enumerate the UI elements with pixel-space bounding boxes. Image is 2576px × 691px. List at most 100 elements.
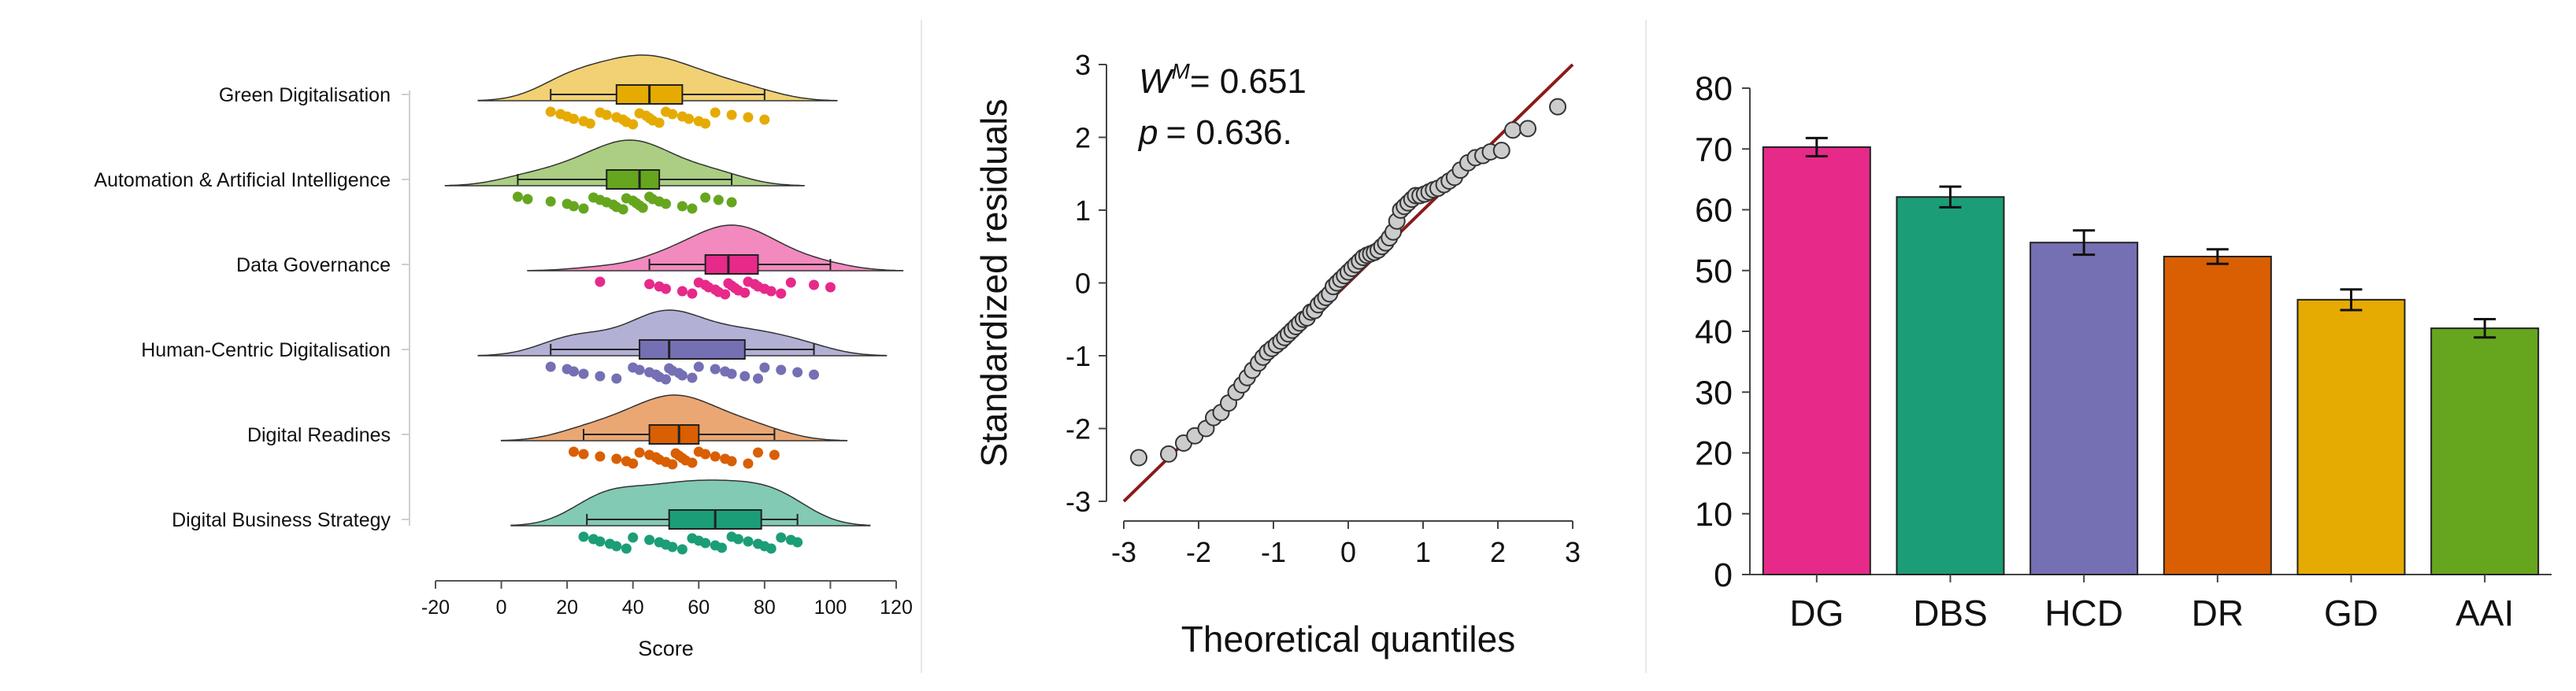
raincloud-point-green-digitalisation xyxy=(545,106,556,117)
raincloud-point-digital-readines xyxy=(595,451,606,462)
raincloud-point-digital-business-strategy xyxy=(743,536,754,547)
raincloud-x-tick-label: 100 xyxy=(814,597,847,619)
raincloud-point-digital-readines xyxy=(687,457,698,468)
qq-annotation-w-value: = 0.651 xyxy=(1190,62,1307,101)
bar-dbs xyxy=(1896,196,2005,575)
raincloud-point-digital-readines xyxy=(710,451,721,462)
raincloud-point-digital-business-strategy xyxy=(621,543,632,554)
qq-y-tick-label: 0 xyxy=(1075,268,1091,300)
raincloud-point-human-centric-digitalisation xyxy=(739,371,751,382)
raincloud-point-human-centric-digitalisation xyxy=(611,373,622,384)
raincloud-point-data-governance xyxy=(676,286,688,297)
raincloud-density-digital-business-strategy xyxy=(510,479,871,527)
raincloud-x-tick-label: 40 xyxy=(622,597,644,619)
raincloud-point-digital-business-strategy xyxy=(628,532,639,543)
raincloud-point-data-governance xyxy=(644,279,655,290)
raincloud-point-data-governance xyxy=(765,286,777,297)
raincloud-point-digital-readines xyxy=(611,453,622,464)
raincloud-point-digital-readines xyxy=(769,449,780,460)
raincloud-point-digital-readines xyxy=(578,449,589,460)
raincloud-point-automation-artificial-intelligence xyxy=(545,196,556,207)
raincloud-point-green-digitalisation xyxy=(700,118,711,129)
raincloud-point-green-digitalisation xyxy=(726,109,737,120)
raincloud-point-human-centric-digitalisation xyxy=(753,373,763,384)
raincloud-point-data-governance xyxy=(687,288,698,299)
raincloud-point-digital-readines xyxy=(743,458,754,469)
raincloud-point-green-digitalisation xyxy=(628,119,639,130)
raincloud-box-digital-readines xyxy=(648,424,700,445)
qq-x-tick-label: 3 xyxy=(1565,536,1581,568)
qq-x-tick-label: -1 xyxy=(1261,536,1286,568)
qq-point xyxy=(1519,120,1536,138)
raincloud-point-automation-artificial-intelligence xyxy=(637,202,648,213)
raincloud-box-automation-artificial-intelligence xyxy=(606,169,661,190)
bar-hcd xyxy=(2029,242,2139,575)
raincloud-point-human-centric-digitalisation xyxy=(634,364,645,375)
raincloud-x-tick-label: 120 xyxy=(880,597,913,619)
raincloud-point-automation-artificial-intelligence xyxy=(578,203,589,214)
bar-y-tick-label: 50 xyxy=(1695,253,1733,290)
raincloud-point-data-governance xyxy=(776,288,787,299)
qq-point xyxy=(1160,445,1177,463)
raincloud-point-digital-readines xyxy=(753,447,763,458)
raincloud-point-digital-business-strategy xyxy=(595,536,606,547)
raincloud-point-human-centric-digitalisation xyxy=(569,366,579,377)
raincloud-point-digital-business-strategy xyxy=(765,543,777,554)
raincloud-point-automation-artificial-intelligence xyxy=(617,204,628,215)
raincloud-point-digital-readines xyxy=(667,459,678,470)
qq-x-tick-label: 1 xyxy=(1415,536,1431,568)
raincloud-point-human-centric-digitalisation xyxy=(545,361,556,372)
raincloud-x-tick-label: 20 xyxy=(556,597,578,619)
raincloud-box-human-centric-digitalisation xyxy=(639,339,746,360)
raincloud-point-human-centric-digitalisation xyxy=(693,361,704,372)
raincloud-point-human-centric-digitalisation xyxy=(759,362,770,373)
qq-annotation-w: WM= 0.651 xyxy=(1139,59,1307,101)
raincloud-point-human-centric-digitalisation xyxy=(687,372,698,383)
raincloud-point-digital-business-strategy xyxy=(676,544,688,555)
raincloud-category-label: Digital Business Strategy xyxy=(172,509,391,531)
raincloud-point-digital-business-strategy xyxy=(667,541,678,552)
raincloud-point-digital-business-strategy xyxy=(611,541,622,552)
qq-y-tick-label: 3 xyxy=(1075,49,1091,81)
qq-y-tick-label: -3 xyxy=(1066,486,1091,518)
bar-aai xyxy=(2430,327,2540,575)
raincloud-point-human-centric-digitalisation xyxy=(809,369,820,380)
bar-category-label: DR xyxy=(2192,593,2244,634)
raincloud-category-label: Automation & Artificial Intelligence xyxy=(94,169,391,191)
bar-category-label: HCD xyxy=(2044,593,2123,634)
raincloud-point-digital-business-strategy xyxy=(578,531,589,542)
raincloud-point-digital-readines xyxy=(700,449,711,460)
raincloud-box-data-governance xyxy=(704,254,759,275)
raincloud-density-digital-readines xyxy=(500,394,848,442)
bar-y-tick-label: 20 xyxy=(1695,435,1733,473)
bar-y-tick-label: 40 xyxy=(1695,313,1733,351)
raincloud-point-green-digitalisation xyxy=(684,113,695,124)
qq-point xyxy=(1130,449,1147,467)
raincloud-density-data-governance xyxy=(527,224,904,272)
qq-point xyxy=(1549,98,1566,116)
raincloud-x-tick-label: 0 xyxy=(496,597,507,619)
bar-category-label: DG xyxy=(1789,593,1844,634)
qq-annotation-w-symbol: W xyxy=(1139,62,1174,101)
bar-y-tick-label: 60 xyxy=(1695,192,1733,230)
raincloud-point-digital-readines xyxy=(569,446,579,457)
raincloud-point-green-digitalisation xyxy=(569,113,579,124)
qq-x-tick-label: 2 xyxy=(1490,536,1506,568)
bar-category-label: AAI xyxy=(2456,593,2514,634)
qq-annotation-w-superscript: M xyxy=(1172,59,1191,83)
raincloud-point-data-governance xyxy=(720,289,731,300)
bar-y-tick-label: 30 xyxy=(1695,374,1733,412)
bar-y-tick-label: 80 xyxy=(1695,70,1733,108)
raincloud-point-green-digitalisation xyxy=(667,109,678,120)
raincloud-category-label: Green Digitalisation xyxy=(219,84,391,106)
qq-y-tick-label: -2 xyxy=(1066,413,1091,445)
raincloud-point-data-governance xyxy=(739,287,751,298)
qq-y-axis-title: Standardized residuals xyxy=(973,99,1014,467)
raincloud-x-tick-label: 80 xyxy=(754,597,776,619)
raincloud-point-automation-artificial-intelligence xyxy=(569,201,579,212)
raincloud-point-digital-readines xyxy=(726,456,737,467)
raincloud-category-label: Human-Centric Digitalisation xyxy=(141,339,391,361)
raincloud-point-digital-business-strategy xyxy=(700,538,711,549)
bar-dg xyxy=(1762,146,1871,575)
